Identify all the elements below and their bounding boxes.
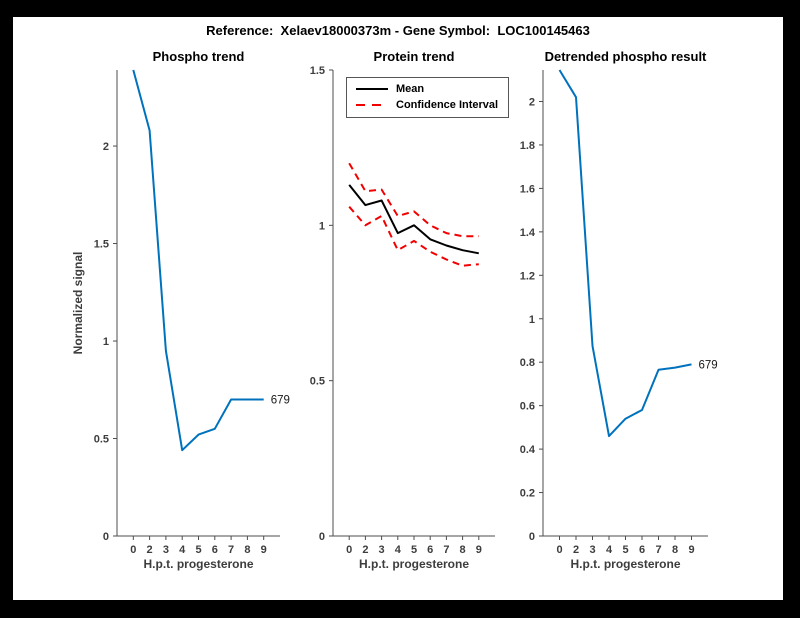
- y-tick-label: 0.8: [520, 357, 535, 369]
- x-tick-label: 6: [427, 544, 433, 556]
- figure-canvas: Reference: Xelaev18000373m - Gene Symbol…: [13, 17, 783, 600]
- y-tick-label: 0.5: [94, 434, 109, 446]
- x-tick-label: 4: [395, 544, 402, 556]
- x-axis-label: H.p.t. progesterone: [570, 557, 681, 571]
- x-tick-label: 2: [147, 544, 153, 556]
- x-tick-label: 5: [195, 544, 201, 556]
- legend-item-mean: Mean: [356, 83, 498, 95]
- x-axis-label: H.p.t. progesterone: [358, 557, 470, 571]
- subplot-protein-trend: 00.511.50 2 3 4 5 6 7 8 9: [310, 65, 495, 556]
- legend-item-confidence-interval: Confidence Interval: [356, 99, 498, 111]
- y-tick-label: 1.6: [520, 183, 535, 195]
- legend-label: Mean: [396, 83, 425, 95]
- x-tick-label: 8: [672, 544, 678, 556]
- y-tick-label: 1: [319, 220, 325, 232]
- axis-spines: [332, 70, 495, 537]
- y-tick-label: 1.2: [520, 270, 535, 282]
- legend: Mean Confidence Interval: [346, 77, 510, 118]
- subplot-title: Phospho trend: [152, 49, 245, 64]
- x-tick-label: 7: [655, 544, 661, 556]
- y-tick-label: 0.4: [520, 444, 536, 456]
- mean-line: [348, 184, 479, 255]
- series-end-label: 679: [271, 395, 290, 407]
- confidence-lower-line: [348, 206, 479, 267]
- y-tick-label: 0: [529, 531, 535, 543]
- legend-line-sample-dashed: [356, 104, 388, 106]
- figure-title: Reference: Xelaev18000373m - Gene Symbol…: [206, 23, 590, 38]
- x-tick-label: 0: [130, 544, 136, 556]
- subplot-title: Protein trend: [373, 49, 455, 64]
- x-axis-label: H.p.t. progesterone: [143, 557, 254, 571]
- series-end-label: 679: [699, 359, 718, 371]
- y-tick-label: 1.8: [520, 140, 535, 152]
- x-tick-label: 6: [212, 544, 218, 556]
- x-tick-label: 2: [362, 544, 368, 556]
- y-tick-label: 1: [103, 336, 109, 348]
- axis-spines: [542, 70, 708, 537]
- y-tick-label: 0: [319, 531, 325, 543]
- subplot-title: Detrended phospho result: [544, 49, 707, 64]
- axis-spines: [116, 70, 280, 537]
- x-tick-label: 3: [163, 544, 169, 556]
- y-tick-label: 1.4: [520, 227, 536, 239]
- x-tick-label: 2: [573, 544, 579, 556]
- x-tick-label: 3: [589, 544, 595, 556]
- x-tick-label: 7: [443, 544, 449, 556]
- x-tick-label: 9: [261, 544, 267, 556]
- x-tick-label: 8: [244, 544, 250, 556]
- y-axis-label: Normalized signal: [71, 251, 85, 355]
- x-tick-label: 8: [460, 544, 466, 556]
- x-tick-label: 4: [179, 544, 186, 556]
- y-tick-label: 1.5: [94, 239, 109, 251]
- y-tick-label: 1: [529, 314, 535, 326]
- phospho-signal-line: [132, 69, 264, 452]
- x-tick-label: 4: [606, 544, 613, 556]
- x-tick-label: 5: [622, 544, 628, 556]
- x-tick-label: 3: [379, 544, 385, 556]
- confidence-upper-line: [348, 162, 479, 238]
- y-tick-label: 2: [529, 97, 535, 109]
- detrended-signal-line: [558, 69, 692, 438]
- legend-label: Confidence Interval: [396, 99, 499, 111]
- y-tick-label: 1.5: [310, 65, 325, 77]
- x-tick-label: 9: [688, 544, 694, 556]
- x-tick-label: 7: [228, 544, 234, 556]
- y-tick-label: 2: [103, 141, 109, 153]
- y-tick-label: 0.2: [520, 488, 535, 500]
- x-tick-label: 9: [476, 544, 482, 556]
- x-tick-label: 0: [346, 544, 352, 556]
- x-tick-label: 6: [639, 544, 645, 556]
- y-tick-label: 0.6: [520, 401, 535, 413]
- y-tick-label: 0.5: [310, 376, 325, 388]
- legend-line-sample-solid: [356, 88, 388, 90]
- x-tick-label: 0: [556, 544, 562, 556]
- x-tick-label: 5: [411, 544, 417, 556]
- y-tick-label: 0: [103, 531, 109, 543]
